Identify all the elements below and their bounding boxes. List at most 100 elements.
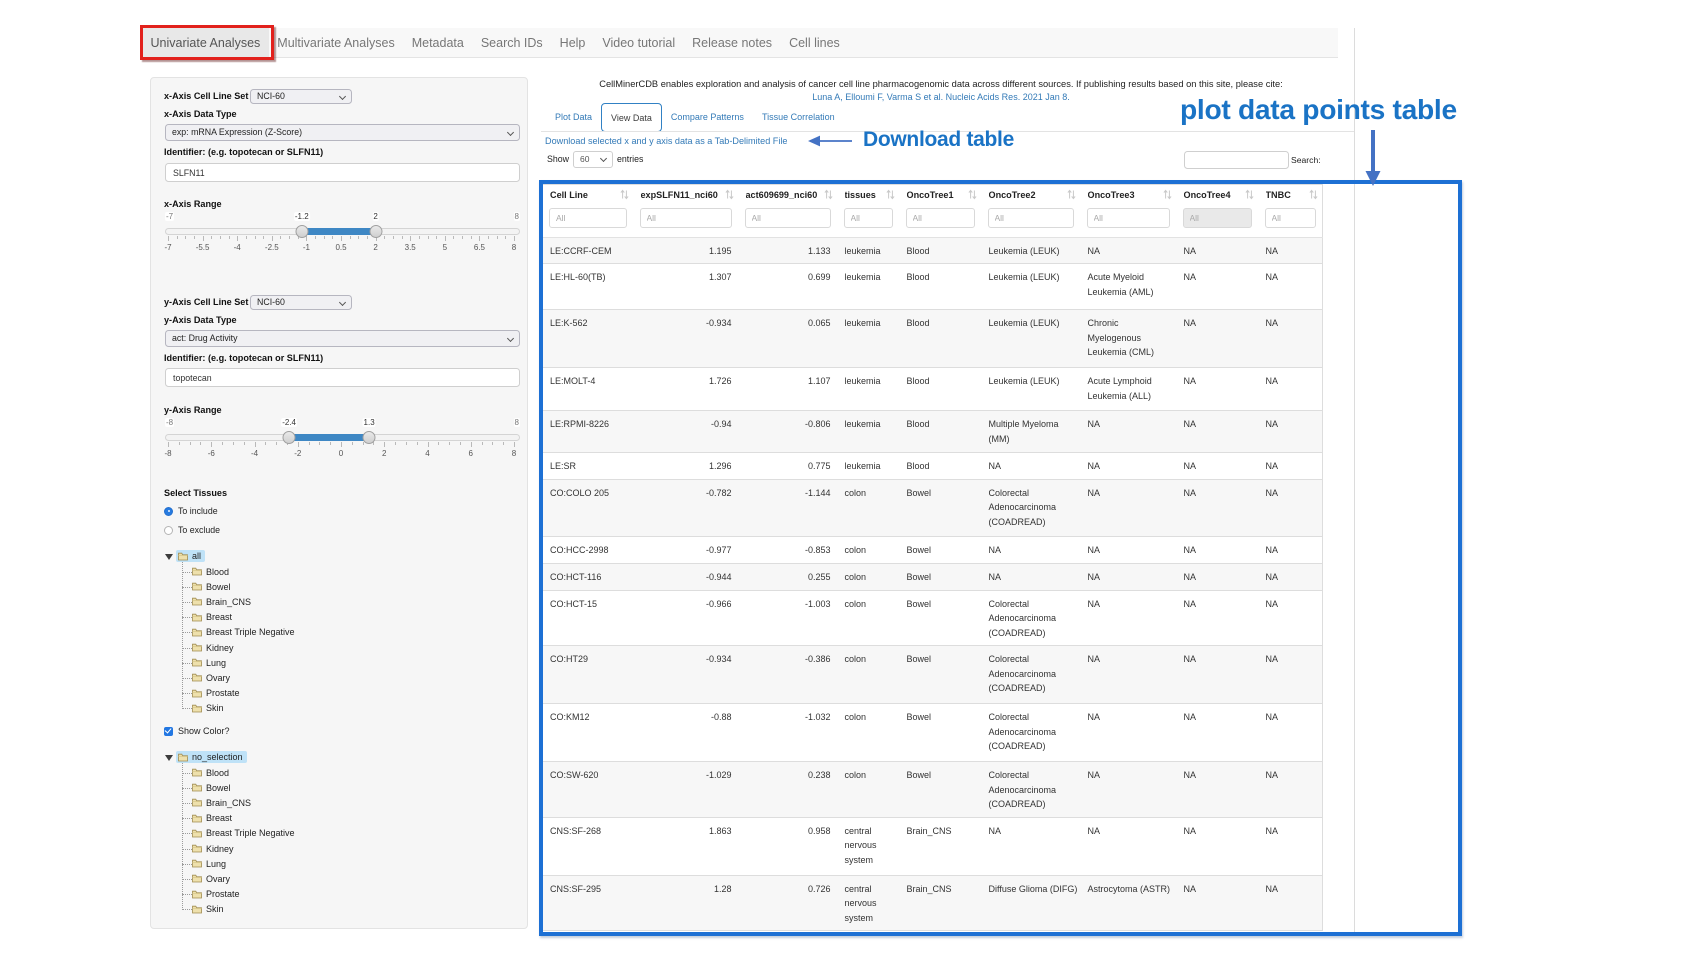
- column-filter-input-cell-line[interactable]: [549, 207, 627, 228]
- x-axis-range-slider[interactable]: -1.2 2 -7 -5.5 -4 -2.5 -1 0.5 2 3.5 5 6.5 8 -7 8: [164, 211, 520, 252]
- tree-node-breast-triple-negative[interactable]: Breast Triple Negative: [182, 625, 295, 640]
- table-row-co-hct-15[interactable]: CO:HCT-15 -0.966 -1.003 colon Bowel Colorecta…: [541, 589, 1323, 646]
- tree-expander-icon[interactable]: [165, 554, 173, 560]
- tree-node-brain-cns[interactable]: Brain_CNS: [182, 594, 295, 609]
- slider-handle-from[interactable]: [282, 431, 296, 444]
- tree-node-breast-triple-negative[interactable]: Breast Triple Negative: [182, 826, 295, 841]
- nav-tab-label[interactable]: Univariate Analyses: [150, 36, 261, 50]
- sort-icon[interactable]: [824, 189, 833, 200]
- radio-exclude-icon[interactable]: [164, 525, 173, 535]
- nav-tab-help[interactable]: Help: [551, 28, 594, 58]
- column-header-tnbc[interactable]: TNBC: [1258, 185, 1323, 205]
- table-row-cns-sf-268[interactable]: CNS:SF-268 1.863 0.958 central nervous syst…: [541, 816, 1323, 875]
- nav-tab-release-notes[interactable]: Release notes: [684, 28, 781, 58]
- tissues-exclude-option[interactable]: To exclude: [164, 524, 220, 536]
- column-header-oncotree2[interactable]: OncoTree2: [981, 185, 1080, 205]
- checkbox-checked-icon[interactable]: [164, 726, 173, 736]
- tab-plot-data[interactable]: Plot Data: [555, 112, 593, 122]
- tree-node-lung[interactable]: Lung: [182, 655, 295, 670]
- tree-node-breast[interactable]: Breast: [182, 610, 295, 625]
- nav-tab-label[interactable]: Video tutorial: [602, 36, 676, 50]
- y-axis-range-slider[interactable]: -2.4 1.3 -8 -6 -4 -2 0 2 4 6 8 -8 8: [164, 417, 520, 458]
- tree-node-bowel[interactable]: Bowel: [182, 579, 295, 594]
- nav-tab-search-ids[interactable]: Search IDs: [472, 28, 551, 58]
- nav-tab-multivariate-analyses[interactable]: Multivariate Analyses: [269, 28, 403, 58]
- column-filter-input-oncotree1[interactable]: [905, 207, 975, 228]
- show-color-option[interactable]: Show Color?: [164, 725, 230, 737]
- table-row-cns-sf-295[interactable]: CNS:SF-295 1.28 0.726 central nervous syste…: [541, 874, 1323, 931]
- nav-tab-label[interactable]: Help: [559, 36, 586, 50]
- tree-node-skin[interactable]: Skin: [182, 701, 295, 716]
- nav-tab-label[interactable]: Search IDs: [480, 36, 543, 50]
- x-axis-cell-line-set-select[interactable]: NCI-60: [250, 89, 352, 104]
- sort-icon[interactable]: [1067, 189, 1076, 200]
- nav-tab-univariate-analyses[interactable]: Univariate Analyses: [142, 28, 269, 58]
- tree-node-all[interactable]: all: [176, 550, 206, 562]
- nav-tab-label[interactable]: Metadata: [411, 36, 464, 50]
- tree-node-blood[interactable]: Blood: [182, 564, 295, 579]
- tree-node-bowel[interactable]: Bowel: [182, 780, 295, 795]
- slider-handle-to[interactable]: [369, 225, 383, 238]
- sort-icon[interactable]: [620, 189, 629, 200]
- tree-node-kidney[interactable]: Kidney: [182, 640, 295, 655]
- column-header-expslfn11-nci60[interactable]: expSLFN11_nci60: [633, 185, 738, 205]
- column-filter-input-oncotree3[interactable]: [1086, 207, 1170, 228]
- column-header-cell-line[interactable]: Cell Line: [542, 185, 633, 205]
- citation-link[interactable]: Luna A, Elloumi F, Varma S et al. Nuclei…: [812, 92, 1070, 102]
- nav-tab-label[interactable]: Multivariate Analyses: [277, 36, 395, 50]
- sort-icon[interactable]: [1309, 189, 1318, 200]
- table-row-le-ccrf-cem[interactable]: LE:CCRF-CEM 1.195 1.133 leukemia Blood Leukem…: [541, 236, 1323, 264]
- tree-node-no_selection[interactable]: no_selection: [176, 751, 247, 763]
- table-row-co-ht29[interactable]: CO:HT29 -0.934 -0.386 colon Bowel Colorectal …: [541, 645, 1323, 704]
- column-header-act609699-nci60[interactable]: act609699_nci60: [738, 185, 837, 205]
- tree-node-prostate[interactable]: Prostate: [182, 887, 295, 902]
- search-input[interactable]: [1184, 151, 1289, 169]
- tab-view-data[interactable]: View Data: [601, 103, 662, 132]
- slider-handle-from[interactable]: [295, 225, 309, 238]
- tree-node-kidney[interactable]: Kidney: [182, 841, 295, 856]
- tab-tissue-correlation[interactable]: Tissue Correlation: [761, 112, 835, 122]
- tree-node-blood[interactable]: Blood: [182, 765, 295, 780]
- tree-node-prostate[interactable]: Prostate: [182, 686, 295, 701]
- column-filter-input-oncotree2[interactable]: [987, 207, 1074, 228]
- download-data-link[interactable]: Download selected x and y axis data as a…: [545, 136, 788, 146]
- table-row-le-rpmi-8226[interactable]: LE:RPMI-8226 -0.94 -0.806 leukemia Blood Mult…: [541, 410, 1323, 453]
- sort-icon[interactable]: [1163, 189, 1172, 200]
- sort-icon[interactable]: [968, 189, 977, 200]
- nav-tab-cell-lines[interactable]: Cell lines: [781, 28, 849, 58]
- column-filter-input-oncotree4[interactable]: [1182, 207, 1252, 228]
- column-header-oncotree3[interactable]: OncoTree3: [1080, 185, 1176, 205]
- tree-node-ovary[interactable]: Ovary: [182, 871, 295, 886]
- tree-node-ovary[interactable]: Ovary: [182, 670, 295, 685]
- column-filter-input-act609699-nci60[interactable]: [744, 207, 831, 228]
- table-row-le-k-562[interactable]: LE:K-562 -0.934 0.065 leukemia Blood Leukemia…: [541, 309, 1323, 368]
- slider-handle-to[interactable]: [362, 431, 376, 444]
- tree-node-brain-cns[interactable]: Brain_CNS: [182, 795, 295, 810]
- tab-compare-patterns[interactable]: Compare Patterns: [670, 112, 744, 122]
- radio-include-icon[interactable]: [164, 506, 173, 516]
- y-axis-cell-line-set-select[interactable]: NCI-60: [250, 295, 352, 310]
- x-axis-identifier-input[interactable]: [165, 163, 520, 182]
- sort-icon[interactable]: [725, 189, 734, 200]
- tree-expander-icon[interactable]: [165, 755, 173, 761]
- table-row-co-hct-116[interactable]: CO:HCT-116 -0.944 0.255 colon Bowel NA NA NA NA: [541, 562, 1323, 590]
- table-row-co-hcc-2998[interactable]: CO:HCC-2998 -0.977 -0.853 colon Bowel NA NA NA N…: [541, 535, 1323, 563]
- column-filter-input-tnbc[interactable]: [1264, 207, 1316, 228]
- y-axis-data-type-select[interactable]: act: Drug Activity: [165, 330, 520, 347]
- nav-tab-metadata[interactable]: Metadata: [403, 28, 472, 58]
- tissues-include-option[interactable]: To include: [164, 505, 218, 517]
- column-filter-input-expslfn11-nci60[interactable]: [639, 207, 732, 228]
- tree-node-lung[interactable]: Lung: [182, 856, 295, 871]
- table-row-le-sr[interactable]: LE:SR 1.296 0.775 leukemia Blood NA NA NA NA: [541, 452, 1323, 479]
- y-axis-identifier-input[interactable]: [165, 368, 520, 387]
- nav-tab-label[interactable]: Cell lines: [789, 36, 840, 50]
- column-header-oncotree4[interactable]: OncoTree4: [1176, 185, 1258, 205]
- x-axis-data-type-select[interactable]: exp: mRNA Expression (Z-Score): [165, 124, 520, 141]
- tree-node-breast[interactable]: Breast: [182, 811, 295, 826]
- nav-tab-video-tutorial[interactable]: Video tutorial: [594, 28, 684, 58]
- tree-node-skin[interactable]: Skin: [182, 902, 295, 917]
- table-row-co-km12[interactable]: CO:KM12 -0.88 -1.032 colon Bowel Colorectal A…: [541, 703, 1323, 762]
- table-row-co-sw-620[interactable]: CO:SW-620 -1.029 0.238 colon Bowel Colorectal…: [541, 761, 1323, 817]
- table-row-co-colo-205[interactable]: CO:COLO 205 -0.782 -1.144 colon Bowel Colorec…: [541, 478, 1323, 536]
- column-header-oncotree1[interactable]: OncoTree1: [899, 185, 981, 205]
